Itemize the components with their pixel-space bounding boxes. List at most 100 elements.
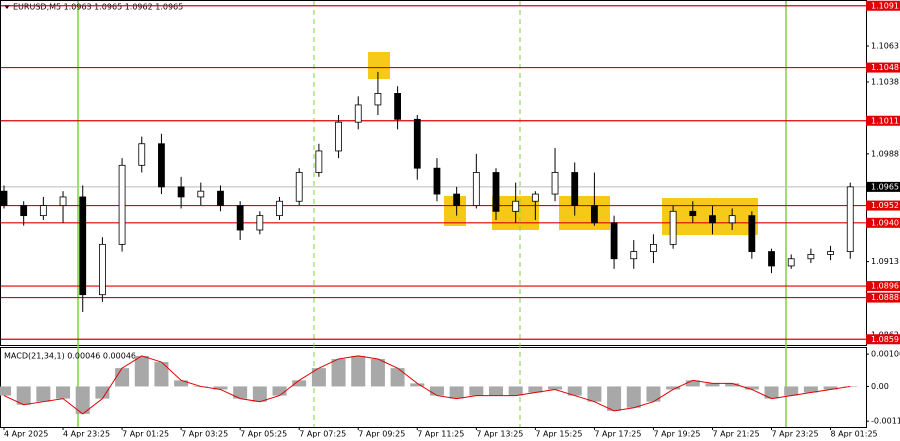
macd-bar (351, 355, 366, 387)
highlight-box (368, 52, 390, 79)
current-price-label: 1.0965 (871, 182, 899, 191)
macd-bar (115, 368, 130, 387)
level-label-box (866, 115, 900, 126)
candle-body (59, 196, 67, 206)
macd-bar (36, 386, 51, 402)
candle-body (669, 210, 677, 245)
macd-bar (803, 386, 818, 393)
candle-body (846, 186, 854, 252)
candle-body (20, 205, 28, 217)
candle-body (354, 104, 362, 123)
macd-bar (587, 386, 602, 402)
candle-body (394, 93, 402, 120)
macd-bar (764, 386, 779, 399)
candle-body (748, 215, 756, 252)
candle-body (99, 243, 106, 296)
x-tick-label: 7 Apr 07:25 (299, 430, 346, 439)
candle-body (0, 190, 8, 206)
candle-body (315, 150, 323, 173)
macd-bar (823, 386, 838, 390)
macd-bar (666, 386, 681, 390)
candle-body (472, 172, 480, 206)
candle-body (807, 254, 815, 260)
macd-bar (489, 386, 503, 396)
candle-body (827, 251, 834, 255)
macd-bar (252, 386, 267, 402)
macd-bar (705, 383, 720, 387)
candle-body (39, 205, 47, 217)
level-label-box (866, 62, 900, 73)
candle-body (591, 205, 598, 224)
candle-body (689, 210, 697, 217)
x-tick-label: 7 Apr 05:25 (240, 430, 287, 439)
level-label: 1.0952 (871, 201, 899, 210)
candle-body (138, 143, 146, 166)
x-tick-label: 7 Apr 17:25 (594, 430, 641, 439)
macd-bar (744, 386, 759, 390)
macd-bar (75, 386, 90, 414)
macd-bar (469, 386, 484, 396)
level-label: 1.0940 (871, 218, 899, 227)
level-label-box (866, 0, 900, 11)
macd-bar (233, 386, 248, 399)
x-tick-label: 7 Apr 23:25 (772, 430, 819, 439)
candle-body (158, 143, 165, 188)
candle-body (787, 258, 795, 267)
level-label-box (866, 217, 900, 228)
candle-body (453, 193, 461, 206)
macd-bar (311, 368, 326, 387)
y-tick-label: 1.1063 (871, 42, 899, 51)
macd-bar (548, 386, 563, 390)
candle-body (492, 172, 500, 212)
macd-bar (95, 386, 110, 399)
x-tick-label: 7 Apr 15:25 (535, 430, 582, 439)
x-tick-label: 7 Apr 21:25 (712, 430, 759, 439)
candle-body (610, 222, 618, 260)
macd-bar (134, 355, 149, 387)
macd-bar (449, 386, 464, 399)
macd-bar (508, 386, 523, 396)
candle-body (335, 121, 342, 152)
macd-bar (272, 386, 287, 396)
y-tick-label: 1.1038 (871, 77, 899, 86)
level-label-box (866, 281, 900, 292)
level-label-box (866, 292, 900, 303)
candle-body (728, 215, 736, 224)
highlights (368, 52, 758, 235)
signal-line (3, 355, 851, 415)
current-price-box (866, 181, 900, 192)
candle-body (709, 215, 716, 224)
x-tick-label: 7 Apr 01:25 (122, 430, 169, 439)
highlight-box (444, 196, 466, 226)
candle-body (551, 172, 559, 195)
level-label: 1.1048 (871, 63, 899, 72)
macd-bar (292, 380, 307, 387)
candle-body (79, 196, 87, 296)
y-tick-label: 0.00106 (871, 350, 900, 359)
chart-title: EURUSD,M5 1.0963 1.0965 1.0962 1.0965 (13, 3, 183, 12)
candle-body (177, 186, 185, 198)
candle-body (571, 172, 579, 206)
candle-body (256, 215, 264, 231)
candle-body (295, 172, 303, 202)
y-tick-label: 0.00 (871, 382, 889, 391)
level-label: 1.0888 (871, 293, 899, 302)
candle-body (276, 200, 283, 217)
candle-body (118, 164, 126, 245)
macd-bar (331, 358, 346, 387)
x-tick-label: 8 Apr 01:25 (831, 430, 878, 439)
x-tick-label: 4 Apr 2025 (4, 430, 48, 439)
macd-bar (567, 386, 582, 396)
macd-bar (626, 386, 641, 408)
macd-title: MACD(21,34,1) 0.00046 0.00046 (4, 352, 136, 361)
candle-body (217, 190, 224, 206)
session-lines (77, 1, 787, 427)
y-tick-label: -0.00114 (871, 417, 900, 426)
level-label-box (866, 334, 900, 345)
candle-body (768, 251, 775, 267)
level-label: 1.1011 (871, 116, 899, 125)
level-label-box (866, 200, 900, 211)
candle-body (630, 251, 638, 260)
x-tick-label: 7 Apr 19:25 (653, 430, 700, 439)
